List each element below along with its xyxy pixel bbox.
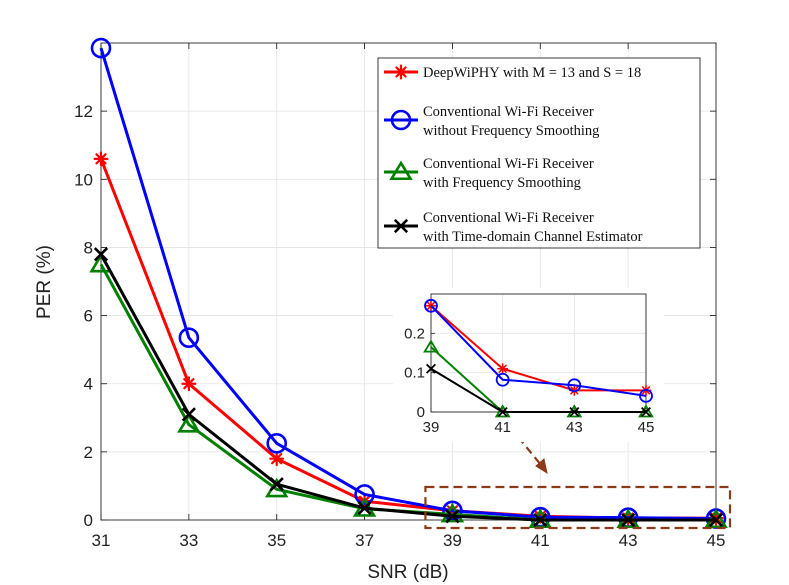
inset-series-1 xyxy=(424,298,653,403)
legend-entry-0: DeepWiPHY with M = 13 and S = 18 xyxy=(384,64,641,81)
legend-label-2-1: with Frequency Smoothing xyxy=(423,175,581,191)
inset-data-point-3-0 xyxy=(425,363,437,374)
y-tick-label: 4 xyxy=(84,375,93,394)
data-point-3-3 xyxy=(357,500,372,516)
main-series xyxy=(89,37,728,529)
data-point-1-4 xyxy=(442,500,463,522)
x-tick-label: 33 xyxy=(179,531,198,550)
inset-y-tick-label: 0.1 xyxy=(404,365,425,382)
legend-marker-0 xyxy=(393,64,409,80)
inset-x-tick-label: 41 xyxy=(494,419,511,436)
data-point-3-5 xyxy=(533,512,548,528)
zoom-arrow-head xyxy=(535,458,548,475)
main-axes: 31 33 35 37 39 41 43 45 0 2 4 6 8 10 12 xyxy=(74,42,726,550)
inset-data-point-3-1 xyxy=(497,406,508,418)
data-point-1-2 xyxy=(266,433,288,454)
legend-box xyxy=(377,57,701,249)
legend-entry-3: Conventional Wi-Fi Receiver with Time-dom… xyxy=(384,210,643,245)
inset-series-line-3 xyxy=(430,367,646,413)
data-point-1-0 xyxy=(90,37,112,59)
data-point-1-1 xyxy=(178,327,200,349)
inset-y-tick-label: 0 xyxy=(417,404,425,421)
inset-series-line-1 xyxy=(430,305,647,397)
inset-data-point-3-2 xyxy=(569,406,580,418)
data-point-3-1 xyxy=(181,407,196,422)
data-point-3-4 xyxy=(445,509,460,524)
y-tick-label: 12 xyxy=(74,102,93,121)
legend-entry-2: Conventional Wi-Fi Receiver with Frequenc… xyxy=(384,156,594,191)
data-point-3-2 xyxy=(269,477,284,492)
inset-series-3 xyxy=(425,363,652,418)
data-point-0-0 xyxy=(93,151,109,167)
inset-y-tick-label: 0.2 xyxy=(404,325,425,342)
inset-plot: 39 41 43 45 0 0.1 0.2 xyxy=(393,288,664,442)
series-line-1 xyxy=(99,47,717,521)
inset-x-tick-label: 39 xyxy=(423,419,440,436)
legend: DeepWiPHY with M = 13 and S = 18 Conventi… xyxy=(377,57,701,249)
data-point-0-1 xyxy=(181,376,197,392)
data-point-3-0 xyxy=(93,247,109,262)
data-point-3-7 xyxy=(708,512,724,528)
x-axis-label: SNR (dB) xyxy=(367,562,448,583)
legend-label-1-0: Conventional Wi-Fi Receiver xyxy=(423,104,594,120)
x-tick-label: 35 xyxy=(267,531,286,550)
data-point-1-3 xyxy=(354,484,375,505)
zoom-box xyxy=(424,485,732,530)
inset-x-tick-label: 43 xyxy=(566,419,583,436)
legend-marker-3 xyxy=(393,218,409,234)
zoom-arrow-line xyxy=(509,426,542,466)
x-tick-label: 31 xyxy=(92,531,111,550)
legend-marker-2 xyxy=(389,160,413,181)
inset-data-point-0-1 xyxy=(497,363,509,375)
inset-data-point-1-1 xyxy=(495,372,510,387)
data-point-3-6 xyxy=(621,512,636,528)
inset-data-point-1-3 xyxy=(639,388,653,403)
inset-data-point-1-0 xyxy=(424,298,438,313)
x-tick-label: 37 xyxy=(355,531,374,550)
x-tick-label: 41 xyxy=(531,531,550,550)
legend-label-1-1: without Frequency Smoothing xyxy=(423,123,599,139)
legend-label-2-0: Conventional Wi-Fi Receiver xyxy=(423,156,594,172)
y-tick-label: 10 xyxy=(74,170,93,189)
inset-data-point-2-0 xyxy=(423,339,439,353)
y-tick-label: 2 xyxy=(84,443,93,462)
inset-data-point-3-3 xyxy=(640,406,652,418)
y-tick-label: 6 xyxy=(84,307,93,326)
x-tick-label: 39 xyxy=(443,531,462,550)
axes-box xyxy=(100,42,717,521)
legend-label-0-0: DeepWiPHY with M = 13 and S = 18 xyxy=(423,65,641,81)
data-point-0-2 xyxy=(269,451,285,467)
series-3 xyxy=(93,247,724,528)
inset-data-point-1-2 xyxy=(567,378,582,393)
legend-entry-1: Conventional Wi-Fi Receiver without Frequ… xyxy=(384,104,599,139)
data-point-2-1 xyxy=(177,413,201,433)
legend-label-3-1: with Time-domain Channel Estimator xyxy=(423,229,643,245)
y-tick-label: 0 xyxy=(84,511,93,530)
x-tick-label: 45 xyxy=(707,531,726,550)
y-axis-label: PER (%) xyxy=(34,245,55,319)
zoom-indicator xyxy=(424,426,732,530)
series-line-3 xyxy=(99,253,716,522)
inset-x-tick-label: 45 xyxy=(638,419,655,436)
y-tick-label: 8 xyxy=(84,238,93,257)
legend-label-3-0: Conventional Wi-Fi Receiver xyxy=(423,210,594,226)
legend-marker-1 xyxy=(390,109,412,131)
x-tick-label: 43 xyxy=(619,531,638,550)
